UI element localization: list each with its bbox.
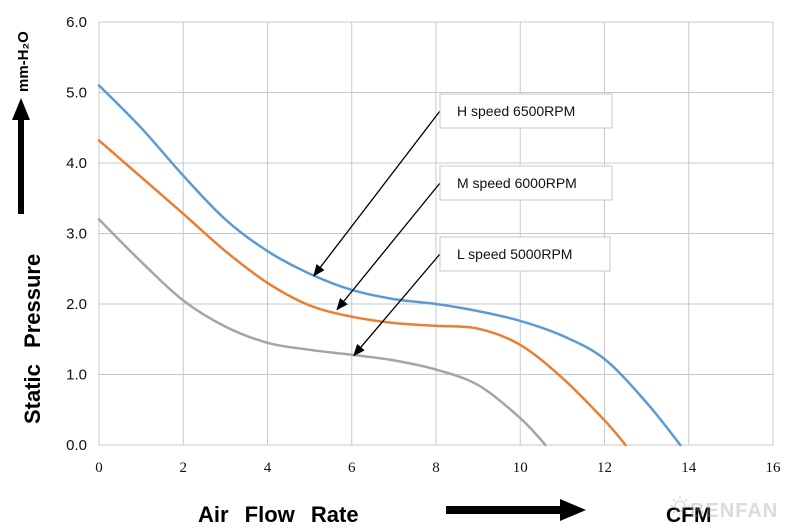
- y-axis-title: Static Pressure: [20, 254, 45, 424]
- callout-box: [439, 165, 613, 201]
- x-axis-unit: CFM: [666, 504, 712, 527]
- callout-arrow: [313, 110, 441, 277]
- x-axis-arrow-shaft: [446, 506, 564, 514]
- watermark-logo: BENFAN: [670, 496, 778, 522]
- callout-label: H speed 6500RPM: [457, 103, 575, 119]
- callout-label: L speed 5000RPM: [457, 246, 572, 262]
- x-tick-label: 6: [348, 460, 356, 476]
- y-axis-arrow-shaft: [18, 118, 24, 214]
- callout-box: [439, 236, 611, 272]
- y-axis-arrow-head: [12, 98, 30, 120]
- y-axis-title-group: Static Pressure mm-H₂O: [12, 31, 45, 424]
- x-axis-arrow-head: [560, 499, 586, 521]
- x-axis-title-group: Air Flow Rate CFM: [198, 499, 712, 527]
- x-tick-label: 14: [681, 460, 697, 476]
- callout-arrow: [336, 182, 441, 311]
- series-line-h-speed: [97, 84, 682, 447]
- watermark-text: BENFAN: [690, 500, 778, 522]
- series-line-m-speed: [97, 139, 627, 447]
- callout-arrow: [353, 253, 441, 357]
- callout-box: [439, 93, 613, 129]
- grid: [98, 21, 774, 446]
- callout-h-speed: H speed 6500RPM: [313, 93, 613, 277]
- callout-m-speed: M speed 6000RPM: [336, 165, 613, 311]
- callout-label: M speed 6000RPM: [457, 175, 577, 191]
- y-axis-ticks: 0.0 1.0 2.0 3.0 4.0 5.0 6.0: [66, 14, 87, 454]
- y-axis-unit: mm-H₂O: [15, 31, 32, 92]
- x-tick-label: 4: [264, 460, 272, 476]
- series-lines: [97, 84, 682, 447]
- x-tick-label: 10: [513, 460, 528, 476]
- y-tick-label: 0.0: [66, 437, 87, 454]
- callout-l-speed: L speed 5000RPM: [353, 236, 611, 357]
- x-tick-label: 8: [432, 460, 440, 476]
- annotations: H speed 6500RPM M speed 6000RPM L speed 50…: [313, 93, 613, 357]
- x-axis-ticks: 0 2 4 6 8 10 12 14 16: [95, 460, 781, 476]
- x-tick-label: 0: [95, 460, 103, 476]
- sun-icon: [670, 496, 690, 516]
- y-tick-label: 5.0: [66, 85, 87, 102]
- y-tick-label: 4.0: [66, 155, 87, 172]
- x-tick-label: 2: [180, 460, 188, 476]
- y-tick-label: 1.0: [66, 367, 87, 384]
- x-tick-label: 16: [766, 460, 782, 476]
- y-tick-label: 6.0: [66, 14, 87, 31]
- y-tick-label: 2.0: [66, 296, 87, 313]
- x-tick-label: 12: [597, 460, 612, 476]
- x-axis-title: Air Flow Rate: [198, 502, 359, 527]
- y-tick-label: 3.0: [66, 226, 87, 243]
- series-line-l-speed: [97, 218, 547, 447]
